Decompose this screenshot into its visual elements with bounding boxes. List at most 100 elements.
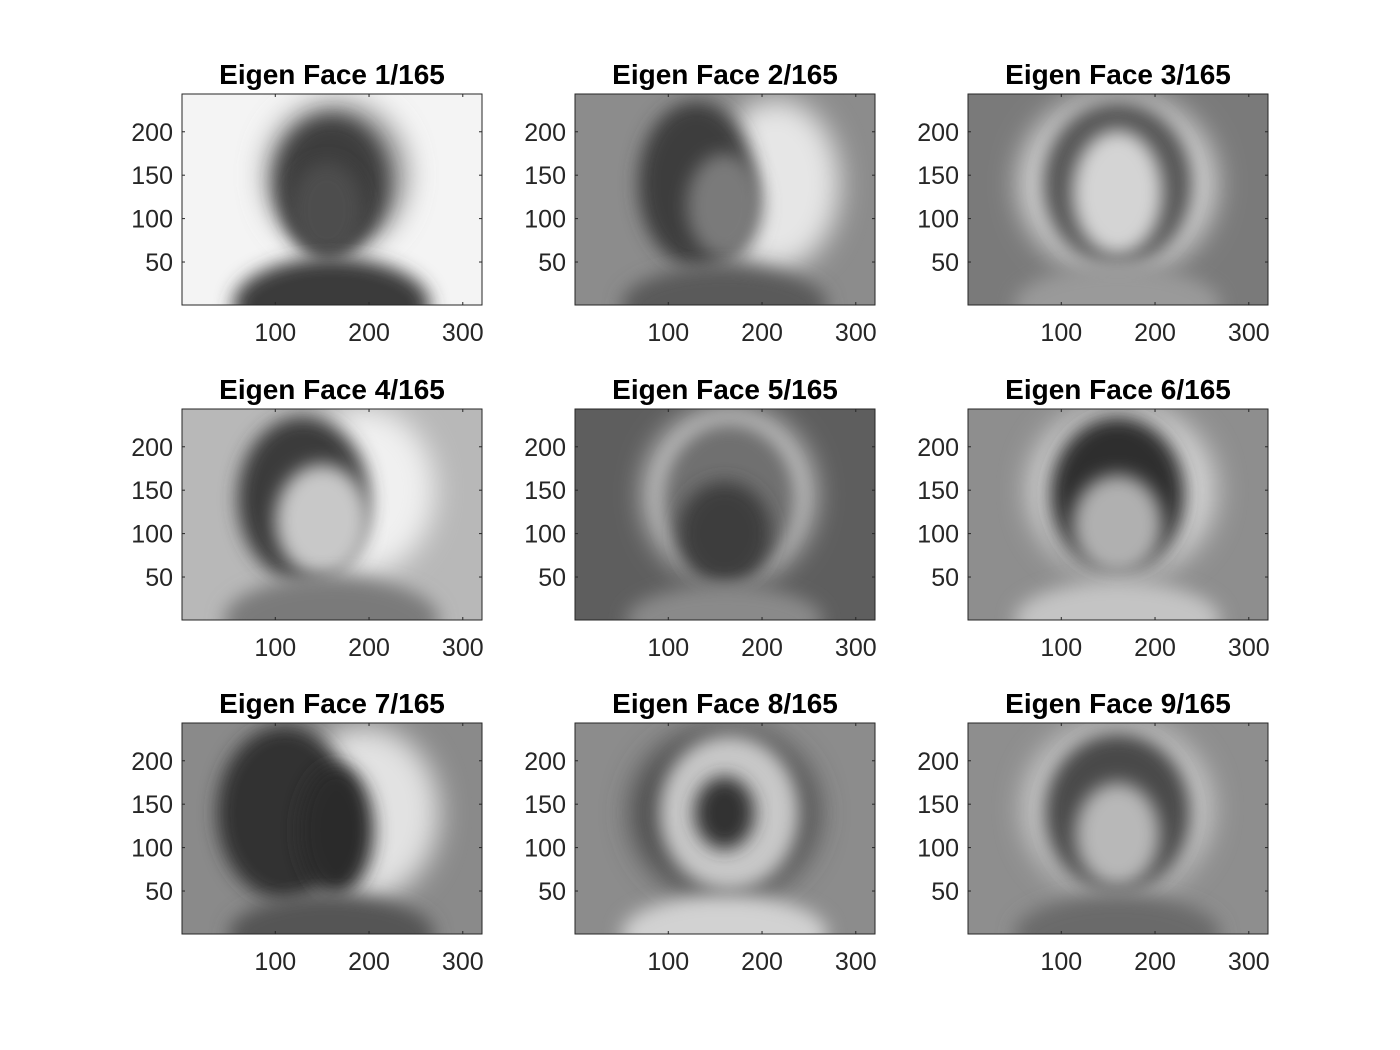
y-tick-label: 50 <box>538 249 566 277</box>
face-face-shading <box>275 464 370 578</box>
y-tick-label: 150 <box>524 477 566 505</box>
y-tick-label: 50 <box>145 249 173 277</box>
face-face-shading <box>1075 782 1160 887</box>
face-body-shading <box>626 585 823 620</box>
x-tick-label: 100 <box>254 948 296 976</box>
y-tick-label: 200 <box>131 434 173 462</box>
axes-frame <box>967 408 1269 621</box>
subplot-2: Eigen Face 2/165 100 200 300 50 100 150 200 <box>524 59 876 347</box>
x-tick-label: 200 <box>1134 948 1176 976</box>
y-tick-label: 100 <box>917 206 959 234</box>
subplot-title: Eigen Face 9/165 <box>1005 688 1231 719</box>
x-tick-label: 300 <box>835 634 877 662</box>
y-tick-label: 200 <box>524 119 566 147</box>
y-tick-label: 150 <box>917 791 959 819</box>
x-tick-label: 200 <box>741 948 783 976</box>
y-tick-label: 150 <box>131 477 173 505</box>
axes-frame <box>967 93 1269 306</box>
axes-frame <box>574 408 876 621</box>
subplot-title: Eigen Face 6/165 <box>1005 374 1231 405</box>
y-tick-label: 50 <box>538 878 566 906</box>
eigenface-image <box>575 723 875 934</box>
y-tick-label: 150 <box>917 477 959 505</box>
y-tick-label: 100 <box>917 835 959 863</box>
subplot-title: Eigen Face 3/165 <box>1005 59 1231 90</box>
x-tick-label: 200 <box>741 634 783 662</box>
y-tick-label: 50 <box>145 564 173 592</box>
x-tick-label: 100 <box>1040 948 1082 976</box>
subplot-title: Eigen Face 8/165 <box>612 688 838 719</box>
x-tick-label: 100 <box>1040 319 1082 347</box>
y-tick-label: 200 <box>917 434 959 462</box>
subplot-6: Eigen Face 6/165 100 200 300 50 100 150 200 <box>917 374 1269 662</box>
x-tick-label: 100 <box>1040 634 1082 662</box>
eigenface-image <box>182 94 482 305</box>
face-face-shading <box>1072 130 1163 256</box>
x-tick-label: 300 <box>835 948 877 976</box>
face-body-shading <box>621 266 828 305</box>
y-tick-label: 200 <box>524 434 566 462</box>
y-tick-label: 100 <box>524 206 566 234</box>
subplot-title: Eigen Face 7/165 <box>219 688 445 719</box>
x-tick-label: 300 <box>442 634 484 662</box>
y-tick-label: 150 <box>131 791 173 819</box>
y-tick-label: 100 <box>917 521 959 549</box>
axes-frame <box>181 722 483 935</box>
subplot-4: Eigen Face 4/165 100 200 300 50 100 150 200 <box>131 374 484 662</box>
eigenface-image <box>182 723 482 934</box>
subplot-3: Eigen Face 3/165 100 200 300 50 100 150 200 <box>917 59 1269 347</box>
x-tick-label: 200 <box>741 319 783 347</box>
subplot-title: Eigen Face 2/165 <box>612 59 838 90</box>
y-tick-label: 200 <box>131 748 173 776</box>
subplot-7: Eigen Face 7/165 100 200 300 50 100 150 200 <box>131 688 483 976</box>
y-tick-label: 50 <box>931 564 959 592</box>
axes-frame <box>181 93 483 306</box>
y-tick-label: 200 <box>524 748 566 776</box>
y-tick-label: 50 <box>145 878 173 906</box>
x-tick-label: 300 <box>1228 948 1270 976</box>
face-face-shading <box>694 776 755 850</box>
x-tick-label: 300 <box>1228 634 1270 662</box>
face-face-shading <box>291 162 363 258</box>
y-tick-label: 100 <box>131 206 173 234</box>
face-face-shading <box>677 481 772 586</box>
x-tick-label: 100 <box>647 634 689 662</box>
y-tick-label: 100 <box>524 835 566 863</box>
subplot-5: Eigen Face 5/165 100 200 300 50 100 150 200 <box>524 374 876 662</box>
eigenface-image <box>575 409 875 620</box>
y-tick-label: 100 <box>131 835 173 863</box>
y-tick-label: 200 <box>917 748 959 776</box>
y-tick-label: 50 <box>931 878 959 906</box>
face-body-shading <box>621 895 828 934</box>
x-tick-label: 200 <box>348 948 390 976</box>
axes-frame <box>574 93 876 306</box>
x-tick-label: 200 <box>348 634 390 662</box>
eigenface-image <box>968 723 1268 934</box>
x-tick-label: 100 <box>254 319 296 347</box>
x-tick-label: 200 <box>1134 319 1176 347</box>
y-tick-label: 150 <box>917 162 959 190</box>
axes-frame <box>967 722 1269 935</box>
y-tick-label: 200 <box>917 119 959 147</box>
eigenface-image <box>182 409 482 620</box>
eigenface-image <box>968 409 1268 620</box>
subplot-title: Eigen Face 1/165 <box>219 59 445 90</box>
face-face-shading <box>298 765 374 896</box>
subplot-title: Eigen Face 4/165 <box>219 374 445 405</box>
face-body-shading <box>228 895 435 934</box>
subplot-8: Eigen Face 8/165 100 200 300 50 100 150 200 <box>524 688 876 976</box>
y-tick-label: 50 <box>538 564 566 592</box>
axes-frame <box>574 722 876 935</box>
axes-frame <box>181 408 483 621</box>
eigenface-image <box>968 94 1268 305</box>
x-tick-label: 300 <box>442 948 484 976</box>
x-tick-label: 200 <box>348 319 390 347</box>
subplot-1: Eigen Face 1/165 100 200 300 50 100 150 200 <box>131 59 484 347</box>
face-body-shading <box>223 577 440 620</box>
face-body-shading <box>1014 581 1221 620</box>
face-face-shading <box>1072 474 1163 576</box>
y-tick-label: 150 <box>524 791 566 819</box>
face-face-shading <box>687 153 763 258</box>
x-tick-label: 300 <box>442 319 484 347</box>
